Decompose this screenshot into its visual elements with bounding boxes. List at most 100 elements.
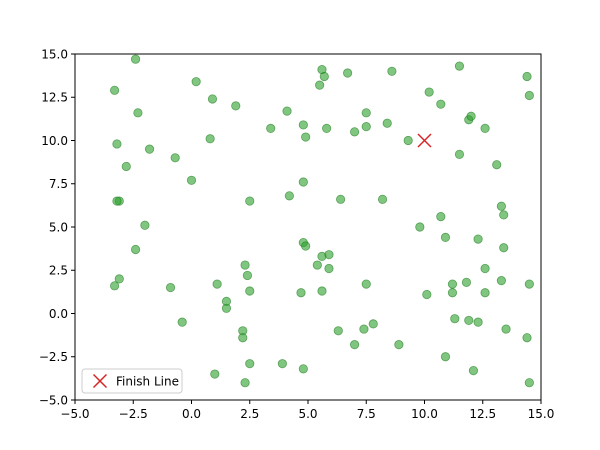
y-tick-label: 7.5 (49, 177, 68, 191)
data-point (319, 71, 329, 82)
data-point (282, 106, 292, 116)
y-tick-label: 0.0 (49, 307, 68, 321)
data-point (496, 276, 506, 286)
y-tick-label: −2.5 (39, 350, 68, 364)
data-point (440, 232, 451, 242)
data-point (110, 281, 120, 291)
x-tick-label: 10.0 (411, 407, 438, 421)
x-tick-label: −2.5 (119, 407, 148, 421)
data-point (112, 139, 122, 149)
data-point (245, 286, 255, 296)
y-tick-label: 2.5 (49, 264, 68, 278)
data-point (301, 132, 311, 142)
x-tick-label: 12.5 (469, 407, 496, 421)
data-point (436, 99, 446, 109)
data-point (492, 160, 502, 170)
data-point (284, 191, 294, 201)
data-point (461, 277, 472, 287)
y-tick-label: −5.0 (39, 393, 68, 407)
x-tick-label: 2.5 (240, 407, 259, 421)
data-point (422, 289, 432, 300)
finish-marker-layer (417, 133, 432, 148)
data-point (361, 279, 371, 289)
data-point (245, 196, 255, 206)
x-tick-label: −5.0 (60, 407, 89, 421)
data-point (242, 270, 253, 281)
legend-box (81, 368, 183, 394)
data-point (368, 319, 378, 329)
data-point (480, 288, 490, 298)
data-point (277, 359, 287, 369)
data-point (436, 212, 446, 222)
data-point (238, 333, 248, 343)
data-point (114, 274, 124, 284)
x-tick-label: 0.0 (182, 407, 201, 421)
data-point (343, 68, 353, 78)
data-point (524, 279, 534, 289)
data-point (170, 153, 180, 163)
data-point (522, 333, 532, 343)
data-point (221, 303, 232, 313)
data-point (240, 378, 250, 388)
data-point (317, 286, 327, 296)
data-point (333, 326, 343, 336)
data-point (191, 77, 201, 87)
data-point (298, 120, 308, 130)
data-point (382, 118, 392, 128)
data-point (440, 352, 451, 362)
data-point (464, 315, 474, 326)
data-point (387, 66, 397, 76)
data-point (394, 340, 404, 350)
x-tick-label: 7.5 (357, 407, 376, 421)
data-point (361, 122, 371, 132)
data-point (480, 123, 490, 133)
plot-area (75, 54, 541, 400)
data-point (144, 144, 155, 154)
data-point (324, 263, 334, 274)
x-tick-label: 15.0 (528, 407, 555, 421)
data-point (447, 288, 458, 298)
data-point (403, 135, 413, 146)
data-point (231, 101, 241, 111)
data-point (112, 196, 122, 206)
data-point (499, 243, 509, 253)
data-point (424, 87, 434, 97)
data-point (349, 127, 360, 137)
y-tick-label: 12.5 (41, 91, 68, 105)
data-point (298, 364, 308, 374)
data-point (349, 340, 360, 350)
x-axis: −5.0 −2.5 0.0 2.5 5.0 7.5 10.0 12.5 15.0 (60, 400, 554, 421)
data-point (315, 80, 325, 90)
data-point (312, 260, 322, 270)
data-point (377, 194, 388, 204)
data-point (140, 220, 150, 230)
data-point (165, 282, 176, 293)
legend-label: Finish Line (116, 374, 179, 388)
data-point (322, 123, 332, 133)
points-layer (110, 54, 534, 388)
data-point (450, 314, 460, 324)
data-point (207, 94, 218, 104)
data-point (454, 61, 465, 71)
data-point (301, 241, 311, 251)
data-point (473, 234, 483, 244)
data-point (447, 279, 458, 289)
data-point (240, 260, 250, 270)
finish-line-marker (417, 133, 432, 148)
data-point (110, 85, 120, 95)
data-point (210, 369, 220, 379)
data-point (324, 250, 334, 260)
data-point (336, 194, 346, 204)
data-point (133, 108, 143, 118)
data-point (130, 244, 141, 255)
x-tick-label: 5.0 (298, 407, 317, 421)
data-point (496, 201, 506, 211)
data-point (473, 317, 483, 327)
data-point (121, 161, 131, 172)
data-point (499, 210, 509, 220)
data-point (296, 288, 306, 298)
y-tick-label: 5.0 (49, 220, 68, 234)
data-point (466, 111, 476, 121)
data-point (130, 54, 141, 64)
